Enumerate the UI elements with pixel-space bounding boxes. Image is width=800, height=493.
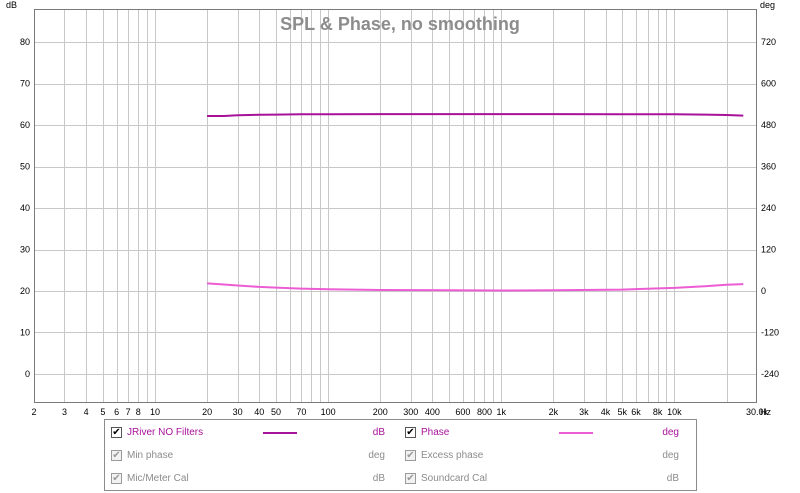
legend-checkbox-soundcard-cal[interactable]: ✔ xyxy=(405,473,416,484)
legend-entry-min-phase[interactable]: ✔ Min phase deg xyxy=(111,449,401,465)
chart-title: SPL & Phase, no smoothing xyxy=(280,14,520,34)
x-tick-label: 2k xyxy=(549,407,559,417)
legend-unit-min-phase: deg xyxy=(368,450,385,461)
legend-label-jriver: JRiver NO Filters xyxy=(127,427,204,438)
y-left-tick-label: 40 xyxy=(20,203,30,213)
x-unit: Hz xyxy=(760,407,771,417)
legend-checkbox-excess-phase[interactable]: ✔ xyxy=(405,450,416,461)
legend-unit-jriver: dB xyxy=(372,427,385,438)
y-left-tick-label: 50 xyxy=(20,162,30,172)
x-tick-label: 4 xyxy=(84,407,89,417)
legend-label-phase: Phase xyxy=(421,427,450,438)
y-left-tick-label: 20 xyxy=(20,286,30,296)
x-tick-label: 10k xyxy=(667,407,682,417)
legend-checkbox-mic-meter-cal[interactable]: ✔ xyxy=(111,473,122,484)
series-line-1 xyxy=(207,282,744,292)
x-tick-label: 50 xyxy=(271,407,281,417)
y-right-tick-label: -120 xyxy=(761,327,779,337)
x-tick-label: 5k xyxy=(618,407,628,417)
x-tick-label: 10 xyxy=(150,407,160,417)
legend: ✔ JRiver NO Filters dB ✔ Phase deg ✔ Min… xyxy=(104,419,697,491)
x-tick-label: 70 xyxy=(296,407,306,417)
legend-unit-mic-meter-cal: dB xyxy=(372,473,385,484)
y-left-tick-label: 30 xyxy=(20,245,30,255)
x-tick-label: 5 xyxy=(100,407,105,417)
y-right-tick-label: 600 xyxy=(761,79,776,89)
legend-line-jriver xyxy=(263,432,297,434)
x-tick-label: 1k xyxy=(497,407,507,417)
y-left-tick-label: 60 xyxy=(20,120,30,130)
legend-entry-excess-phase[interactable]: ✔ Excess phase deg xyxy=(405,449,695,465)
x-tick-label: 2 xyxy=(31,407,36,417)
y-left-unit: dB xyxy=(6,0,17,10)
x-tick-label: 400 xyxy=(425,407,440,417)
x-tick-label: 30 xyxy=(233,407,243,417)
legend-label-soundcard-cal: Soundcard Cal xyxy=(421,473,488,484)
x-tick-label: 4k xyxy=(601,407,611,417)
y-right-unit: deg xyxy=(760,0,775,10)
y-left-tick-label: 0 xyxy=(25,369,30,379)
x-tick-label: 600 xyxy=(455,407,470,417)
legend-checkbox-jriver[interactable]: ✔ xyxy=(111,427,122,438)
y-left-tick-label: 80 xyxy=(20,37,30,47)
x-tick-label: 3 xyxy=(62,407,67,417)
legend-unit-soundcard-cal: dB xyxy=(666,473,679,484)
legend-entry-soundcard-cal[interactable]: ✔ Soundcard Cal dB xyxy=(405,472,695,488)
x-tick-label: 20 xyxy=(202,407,212,417)
x-tick-label: 8k xyxy=(653,407,663,417)
x-tick-label: 3k xyxy=(579,407,589,417)
x-tick-label: 7 xyxy=(126,407,131,417)
series-line-0 xyxy=(207,113,744,117)
legend-label-excess-phase: Excess phase xyxy=(421,450,484,461)
x-tick-label: 30.0k xyxy=(746,407,769,417)
x-tick-label: 300 xyxy=(403,407,418,417)
legend-line-phase xyxy=(559,432,593,434)
legend-unit-phase: deg xyxy=(662,427,679,438)
x-tick-label: 6 xyxy=(114,407,119,417)
legend-entry-phase[interactable]: ✔ Phase deg xyxy=(405,426,695,442)
legend-checkbox-phase[interactable]: ✔ xyxy=(405,427,416,438)
legend-entry-jriver[interactable]: ✔ JRiver NO Filters dB xyxy=(111,426,401,442)
legend-unit-excess-phase: deg xyxy=(662,450,679,461)
legend-checkbox-min-phase[interactable]: ✔ xyxy=(111,450,122,461)
legend-entry-mic-meter-cal[interactable]: ✔ Mic/Meter Cal dB xyxy=(111,472,401,488)
x-tick-label: 6k xyxy=(631,407,641,417)
y-left-tick-label: 10 xyxy=(20,327,30,337)
y-right-tick-label: 480 xyxy=(761,120,776,130)
y-right-tick-label: -240 xyxy=(761,369,779,379)
x-tick-label: 200 xyxy=(373,407,388,417)
plot-border xyxy=(34,9,757,403)
x-tick-label: 40 xyxy=(254,407,264,417)
y-right-tick-label: 240 xyxy=(761,203,776,213)
legend-label-mic-meter-cal: Mic/Meter Cal xyxy=(127,473,189,484)
y-right-tick-label: 120 xyxy=(761,245,776,255)
x-tick-label: 800 xyxy=(477,407,492,417)
y-left-tick-label: 70 xyxy=(20,79,30,89)
legend-label-min-phase: Min phase xyxy=(127,450,174,461)
x-tick-label: 100 xyxy=(321,407,336,417)
y-right-tick-label: 0 xyxy=(761,286,766,296)
y-right-tick-label: 720 xyxy=(761,37,776,47)
y-right-tick-label: 360 xyxy=(761,162,776,172)
x-tick-label: 8 xyxy=(136,407,141,417)
